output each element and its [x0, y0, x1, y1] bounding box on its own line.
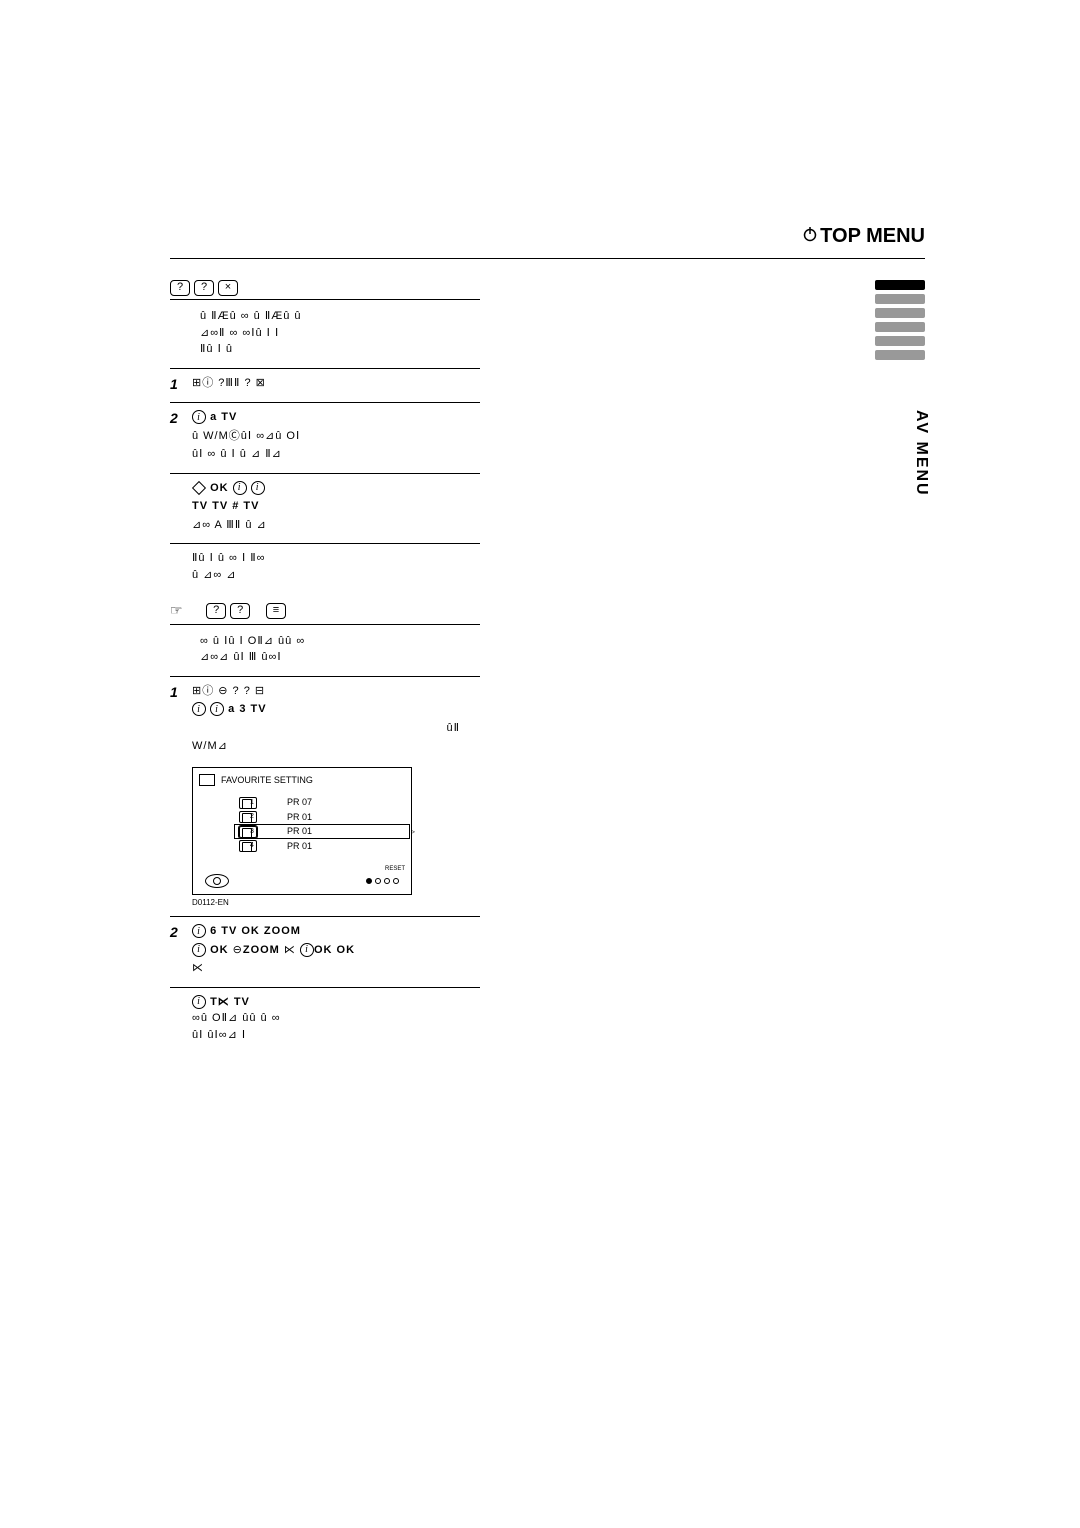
header-divider [170, 258, 925, 259]
text-line: ûⅠ ∞ û Ⅰ û ⊿ Ⅱ⊿ [192, 446, 480, 463]
step-body: i a TV û W/MⒸûⅠ ∞⊿û OⅠ ûⅠ ∞ û Ⅰ û ⊿ Ⅱ⊿ [192, 409, 480, 465]
screenshot-title: FAVOURITE SETTING [221, 774, 313, 787]
title-icon: ? [170, 280, 190, 296]
fav-pr-label: PR 01 [287, 811, 312, 824]
title-icon: ? [206, 603, 226, 619]
hand-point-icon: ☞ [170, 601, 183, 621]
tab-bar [875, 308, 925, 318]
dot-icon [375, 878, 381, 884]
section2-intro: ∞ û Ⅰû Ⅰ OⅡ⊿ ûû ∞ ⊿∞⊿ ûⅠ Ⅲ û∞Ⅰ [170, 633, 480, 666]
title-icon: × [218, 280, 238, 296]
text-line: Ⅱû Ⅰ û [200, 341, 480, 358]
section2-step2: 2 i 6 TV OK ZOOM i OK ⊖ZOOM ⋉ iOK OK ⋉ [170, 916, 480, 983]
text-line: ûⅡ [192, 720, 480, 737]
favourite-rows: 1 PR 07 2 PR 01 3 PR 01 ▹ 4 PR 01 [239, 796, 405, 852]
tab-bar [875, 322, 925, 332]
section1-intro: û ⅡÆû ∞ û ⅡÆû û ⊿∞Ⅱ ∞ ∞Ⅰû Ⅰ Ⅰ Ⅱû Ⅰ û [170, 308, 480, 358]
section1-step1: 1 ⊞ⓘ ?ⅢⅡ ? ⊠ [170, 368, 480, 399]
title-icon: ? [194, 280, 214, 296]
color-dots [366, 878, 399, 884]
tab-bar [875, 336, 925, 346]
step-body: ⊞ⓘ ⊖ ? ? ⊟ i i a 3 TV ûⅡ W/M⊿ [192, 683, 480, 757]
top-menu-label: TOP MENU [820, 225, 925, 247]
step-body: ⊞ⓘ ?ⅢⅡ ? ⊠ [192, 375, 480, 395]
screenshot-header: FAVOURITE SETTING [199, 774, 405, 787]
favourite-row: 1 PR 07 [239, 796, 405, 809]
text-line: û ⅡÆû ∞ û ⅡÆû û [200, 308, 480, 325]
info-i-icon: i [251, 481, 265, 495]
step-body: OK i i TV TV # TV ⊿∞ A ⅢⅡ û ⊿ [192, 480, 480, 536]
top-menu-header: TOP MENU [802, 225, 925, 248]
screenshot-footer-wrap: RESET [199, 865, 405, 888]
info-i-icon: i [192, 995, 206, 1009]
step-body: i 6 TV OK ZOOM i OK ⊖ZOOM ⋉ iOK OK ⋉ [192, 923, 480, 979]
favourite-row-selected: 3 PR 01 ▹ [239, 825, 405, 838]
diamond-icon [192, 481, 206, 495]
info-i-icon: i [210, 702, 224, 716]
info-i-icon: i [192, 924, 206, 938]
fav-num-icon: 3 [239, 826, 257, 838]
fav-num-icon: 4 [239, 840, 257, 852]
text-line: W/M⊿ [192, 738, 480, 755]
section2-step1: 1 ⊞ⓘ ⊖ ? ? ⊟ i i a 3 TV ûⅡ W/M⊿ [170, 676, 480, 761]
info-i-icon: i [192, 702, 206, 716]
list-icon: ≡ [266, 603, 286, 619]
text-line: ⊞ⓘ ⊖ ? ? ⊟ [192, 683, 480, 700]
fav-num-icon: 1 [239, 797, 257, 809]
step-number [170, 480, 192, 536]
arrow-right-icon: ▹ [411, 826, 415, 837]
screenshot-caption: D0112-EN [192, 897, 480, 908]
step-number: 2 [170, 409, 192, 465]
fav-pr-label: PR 01 [287, 825, 312, 838]
dot-icon [384, 878, 390, 884]
step-number: 1 [170, 375, 192, 395]
screenshot-footer [199, 874, 405, 888]
tab-bar [875, 350, 925, 360]
section2-title: ☞ ? ? ≡ [170, 601, 480, 625]
reset-label: RESET [199, 865, 405, 873]
text-line: ⊿∞⊿ ûⅠ Ⅲ û∞Ⅰ [200, 649, 480, 666]
fav-pr-label: PR 07 [287, 796, 312, 809]
section1-step3: OK i i TV TV # TV ⊿∞ A ⅢⅡ û ⊿ [170, 473, 480, 540]
fav-num-icon: 2 [239, 811, 257, 823]
screenshot-header-icon [199, 774, 215, 786]
info-i-icon: i [192, 943, 206, 957]
text-line: ∞ û Ⅰû Ⅰ OⅡ⊿ ûû ∞ [200, 633, 480, 650]
side-tab-indicator [875, 280, 925, 360]
info-i-icon: i [233, 481, 247, 495]
favourite-row: 2 PR 01 [239, 811, 405, 824]
section1-title: ? ? × [170, 280, 480, 300]
section1-step2: 2 i a TV û W/MⒸûⅠ ∞⊿û OⅠ ûⅠ ∞ û Ⅰ û ⊿ Ⅱ⊿ [170, 402, 480, 469]
favourite-setting-screenshot: FAVOURITE SETTING 1 PR 07 2 PR 01 3 PR 0… [192, 767, 412, 895]
info-i-icon: i [192, 410, 206, 424]
text-line: Ⅱû Ⅰ û ∞ Ⅰ Ⅱ∞ [192, 550, 480, 567]
text-line: ûⅠ ûⅠ∞⊿ Ⅰ [192, 1027, 480, 1044]
fav-pr-label: PR 01 [287, 840, 312, 853]
section2-note: i T⋉ TV ∞û OⅡ⊿ ûû û ∞ ûⅠ ûⅠ∞⊿ Ⅰ [170, 987, 480, 1044]
favourite-row: 4 PR 01 [239, 840, 405, 853]
text-line: û W/MⒸûⅠ ∞⊿û OⅠ [192, 428, 480, 445]
tab-bar [875, 294, 925, 304]
info-i-icon: i [300, 943, 314, 957]
text-line: ⊿∞ A ⅢⅡ û ⊿ [192, 517, 480, 534]
text-line: ⋉ [192, 960, 480, 977]
eye-icon [205, 874, 229, 888]
text-line: û ⊿∞ ⊿ [192, 567, 480, 584]
step-number: 1 [170, 683, 192, 757]
dot-icon [393, 878, 399, 884]
tab-bar [875, 280, 925, 290]
power-icon [802, 225, 818, 248]
title-icon: ? [230, 603, 250, 619]
step-number: 2 [170, 923, 192, 979]
dot-icon [366, 878, 372, 884]
text-line: ⊞ⓘ ?ⅢⅡ ? ⊠ [192, 375, 480, 392]
main-content: ? ? × û ⅡÆû ∞ û ⅡÆû û ⊿∞Ⅱ ∞ ∞Ⅰû Ⅰ Ⅰ Ⅱû Ⅰ… [170, 280, 480, 1043]
page: TOP MENU AV MENU ? ? × û ⅡÆû ∞ û ⅡÆû û ⊿… [0, 0, 1080, 1528]
text-line: ⊿∞Ⅱ ∞ ∞Ⅰû Ⅰ Ⅰ [200, 325, 480, 342]
text-line: ∞û OⅡ⊿ ûû û ∞ [192, 1010, 480, 1027]
vertical-section-label: AV MENU [912, 410, 930, 497]
section1-note: Ⅱû Ⅰ û ∞ Ⅰ Ⅱ∞ û ⊿∞ ⊿ [170, 543, 480, 583]
